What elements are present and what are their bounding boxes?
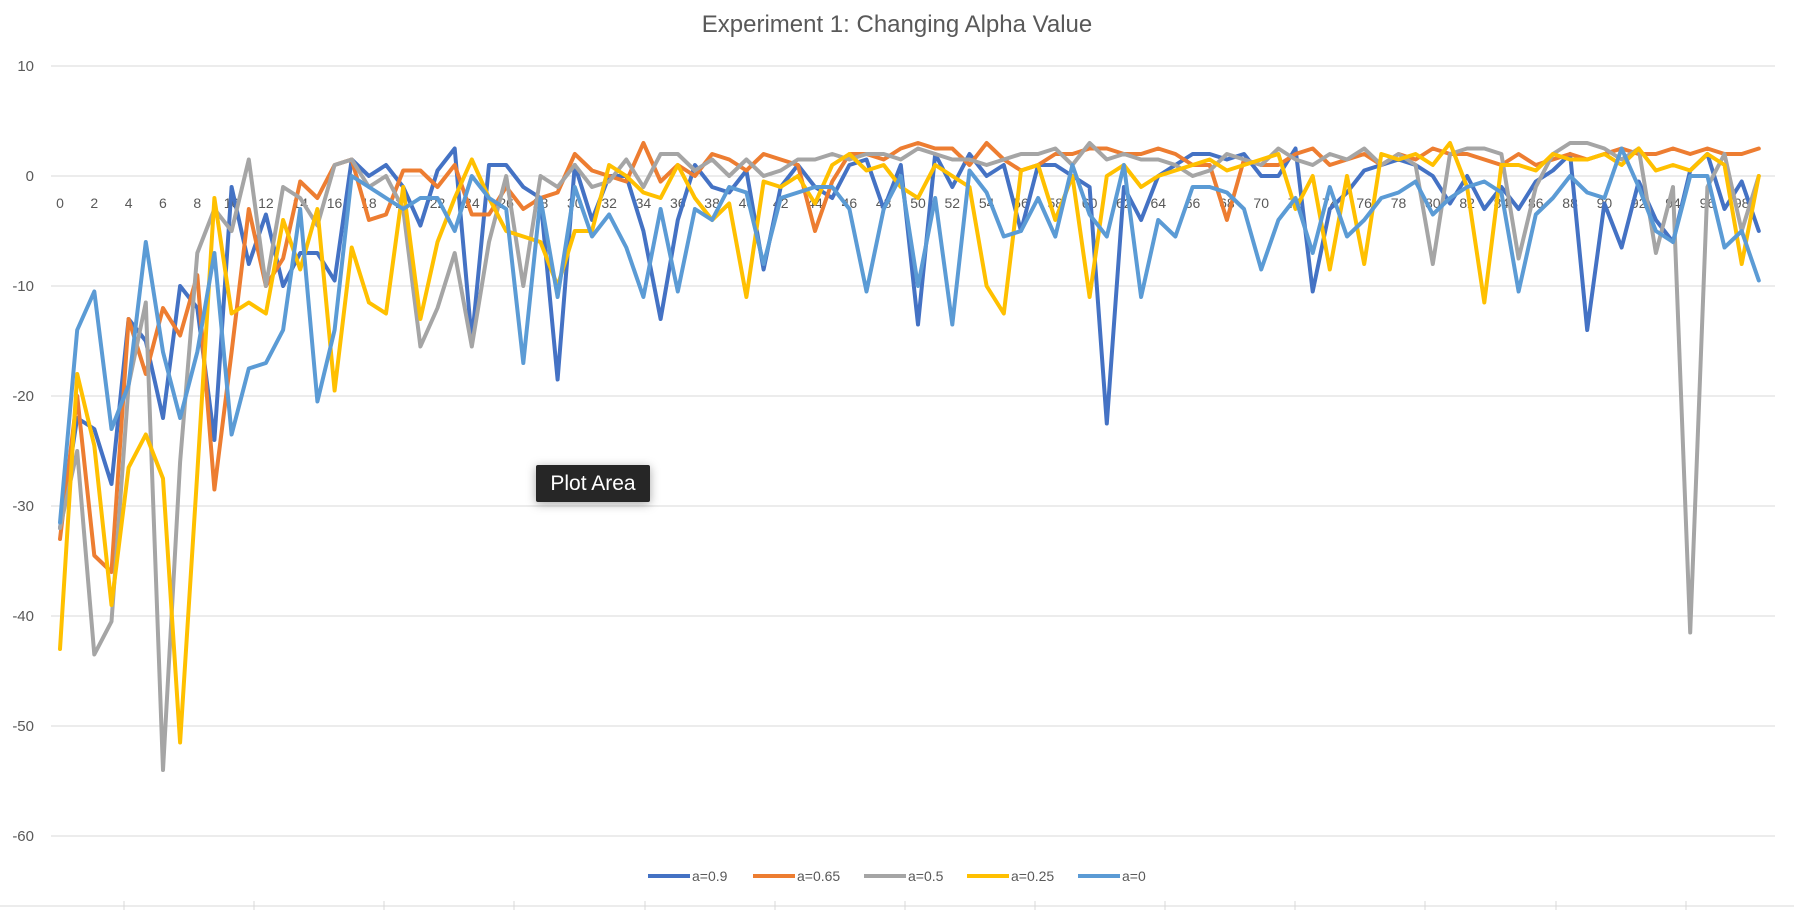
x-tick-label: 78 [1391,195,1407,211]
plot-area-tooltip: Plot Area [536,465,650,502]
x-tick-label: 64 [1150,195,1166,211]
x-tick-label: 50 [910,195,926,211]
x-tick-label: 6 [159,195,167,211]
legend[interactable]: a=0.9 a=0.65 a=0.5 a=0.25 a=0 [648,868,1146,884]
y-tick-label: -60 [12,828,34,845]
x-tick-label: 8 [193,195,201,211]
y-tick-label: -30 [12,498,34,515]
series-line-a=0.5[interactable] [58,141,1761,772]
gridlines [51,65,1775,837]
legend-entry[interactable]: a=0 [1122,868,1146,884]
x-tick-label: 70 [1253,195,1269,211]
x-tick-label: 76 [1356,195,1372,211]
y-tick-label: -40 [12,608,34,625]
series-line-a=0.9[interactable] [58,146,1761,530]
legend-entry[interactable]: a=0.25 [1011,868,1054,884]
series-line-a=0.25[interactable] [58,141,1761,745]
x-tick-label: 2 [90,195,98,211]
y-tick-label: -50 [12,718,34,735]
x-tick-label: 12 [258,195,274,211]
x-tick-label: 4 [125,195,133,211]
series-line-a=0[interactable] [58,146,1761,525]
y-tick-label: -10 [12,278,34,295]
legend-entry[interactable]: a=0.9 [692,868,728,884]
y-tick-label: 10 [17,58,34,75]
x-tick-label: 38 [704,195,720,211]
x-tick-label: 16 [327,195,343,211]
x-tick-label: 32 [601,195,617,211]
legend-entry[interactable]: a=0.5 [908,868,944,884]
chart-title: Experiment 1: Changing Alpha Value [702,11,1092,38]
x-tick-label: 52 [945,195,961,211]
legend-entry[interactable]: a=0.65 [797,868,840,884]
y-tick-label: 0 [26,168,34,185]
plot-area[interactable] [58,141,1761,772]
y-axis-ticks: 10 0 -10 -20 -30 -40 -50 -60 [12,58,34,845]
x-tick-label: 34 [636,195,652,211]
x-tick-label: 0 [56,195,64,211]
y-tick-label: -20 [12,388,34,405]
